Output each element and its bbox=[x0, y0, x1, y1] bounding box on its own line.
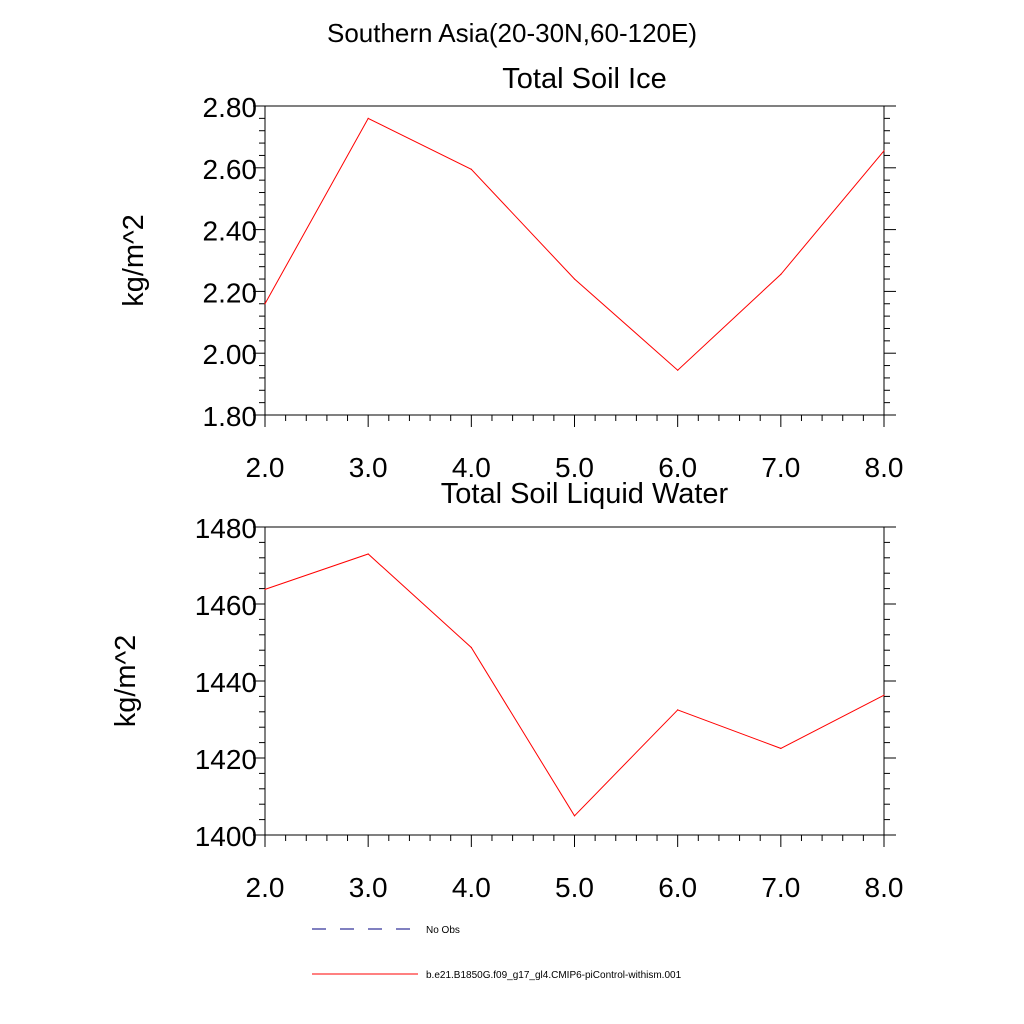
y-tick-label: 2.60 bbox=[203, 154, 258, 185]
x-tick-label: 2.0 bbox=[246, 452, 285, 483]
data-point bbox=[780, 273, 782, 276]
x-tick-label: 4.0 bbox=[452, 872, 491, 903]
data-point bbox=[367, 553, 369, 555]
x-tick-label: 2.0 bbox=[246, 872, 285, 903]
plot-frame bbox=[264, 105, 885, 416]
legend-label-model: b.e21.B1850G.f09_g17_gl4.CMIP6-piControl… bbox=[426, 970, 682, 981]
y-tick-label: 2.80 bbox=[203, 92, 258, 123]
x-tick-label: 7.0 bbox=[761, 872, 800, 903]
chart-title: Total Soil Ice bbox=[502, 63, 666, 95]
data-point bbox=[677, 369, 679, 371]
x-tick-label: 5.0 bbox=[555, 872, 594, 903]
data-point bbox=[264, 303, 266, 305]
data-point bbox=[883, 694, 885, 696]
x-tick-label: 8.0 bbox=[865, 872, 904, 903]
data-point bbox=[677, 709, 679, 711]
x-tick-label: 6.0 bbox=[658, 872, 697, 903]
x-tick-label: 7.0 bbox=[761, 452, 800, 483]
y-tick-label: 2.00 bbox=[203, 339, 258, 370]
data-point bbox=[573, 815, 576, 817]
y-tick-label: 1.80 bbox=[203, 401, 258, 432]
y-tick-label: 1400 bbox=[195, 821, 257, 852]
x-tick-label: 4.0 bbox=[452, 452, 491, 483]
y-tick-label: 1480 bbox=[195, 513, 257, 544]
data-point bbox=[470, 168, 472, 170]
x-tick-label: 8.0 bbox=[865, 452, 904, 483]
figure-title: Southern Asia(20-30N,60-120E) bbox=[327, 18, 697, 48]
data-point bbox=[883, 150, 885, 152]
x-tick-label: 5.0 bbox=[555, 452, 594, 483]
data-point bbox=[470, 646, 472, 649]
y-tick-label: 2.20 bbox=[203, 277, 258, 308]
data-point bbox=[264, 588, 266, 590]
panel-total-soil-liquid-water: Total Soil Liquid Water 1400 1420 1440 1460 1… bbox=[110, 478, 903, 903]
y-tick-label: 1420 bbox=[195, 744, 257, 775]
y-tick-label: 1460 bbox=[195, 590, 257, 621]
panel-total-soil-ice: Total Soil Ice 1.80 2.00 2.20 2.40 2.60 2.80 2.… bbox=[118, 63, 903, 483]
legend-label-no-obs: No Obs bbox=[426, 925, 460, 936]
data-point bbox=[367, 117, 369, 119]
plot-frame bbox=[264, 526, 885, 836]
y-tick-label: 2.40 bbox=[203, 216, 258, 247]
series-line bbox=[264, 553, 885, 817]
x-tick-label: 3.0 bbox=[349, 452, 388, 483]
y-axis-label: kg/m^2 bbox=[110, 635, 142, 728]
chart-title: Total Soil Liquid Water bbox=[441, 478, 729, 510]
y-axis-label: kg/m^2 bbox=[118, 214, 150, 307]
y-tick-label: 1440 bbox=[195, 667, 257, 698]
series-line bbox=[264, 117, 885, 371]
x-tick-label: 3.0 bbox=[349, 872, 388, 903]
data-point bbox=[780, 747, 782, 749]
x-tick-label: 6.0 bbox=[658, 452, 697, 483]
legend: No Obs b.e21.B1850G.f09_g17_gl4.CMIP6-pi… bbox=[312, 925, 682, 981]
data-point bbox=[573, 278, 576, 280]
